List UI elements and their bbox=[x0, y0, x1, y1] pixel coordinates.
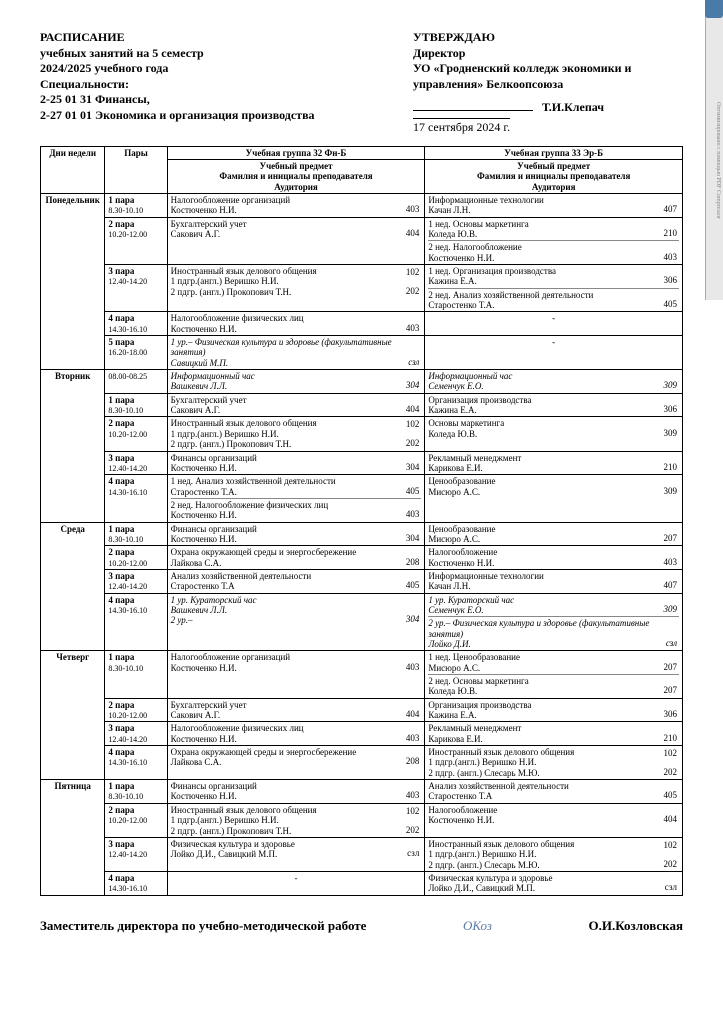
lesson: Бухгалтерский учетСакович А.Г.404 bbox=[167, 698, 425, 722]
lesson: 1 нед. Основы маркетингаКоледа Ю.В.210 2… bbox=[425, 217, 683, 264]
lesson: Налогообложение организацийКостюченко Н.… bbox=[167, 651, 425, 698]
lesson: Охрана окружающей среды и энергосбережен… bbox=[167, 746, 425, 780]
pair-cell: 4 пара14.30-16.10 bbox=[105, 312, 167, 336]
col-group1: Учебная группа 32 Фн-Б bbox=[167, 146, 425, 159]
lesson: НалогообложениеКостюченко Н.И.404 bbox=[425, 803, 683, 837]
pair-cell: 08.00-08.25 bbox=[105, 370, 167, 394]
lesson: 1 нед. ЦенообразованиеМисюро А.С.207 2 н… bbox=[425, 651, 683, 698]
header-line2: 2024/2025 учебного года bbox=[40, 61, 168, 75]
lesson: Рекламный менеджментКарикова Е.И.210 bbox=[425, 722, 683, 746]
col-subj1: Учебный предметФамилия и инициалы препод… bbox=[167, 159, 425, 193]
schedule-table: Дни недели Пары Учебная группа 32 Фн-Б У… bbox=[40, 146, 683, 896]
pair-cell: 3 пара12.40-14.20 bbox=[105, 451, 167, 475]
header: РАСПИСАНИЕ учебных занятий на 5 семестр … bbox=[40, 30, 683, 136]
day-thu: Четверг bbox=[41, 651, 105, 780]
lesson: Иностранный язык делового общения1 пдгр.… bbox=[167, 265, 425, 312]
lesson: ЦенообразованиеМисюро А.С.309 bbox=[425, 475, 683, 522]
day-fri: Пятница bbox=[41, 780, 105, 895]
lesson: Бухгалтерский учетСакович А.Г.404 bbox=[167, 217, 425, 264]
lesson: Иностранный язык делового общения1 пдгр.… bbox=[425, 837, 683, 871]
lesson: Организация производстваКажина Е.А.306 bbox=[425, 393, 683, 417]
pair-cell: 2 пара10.20-12.00 bbox=[105, 217, 167, 264]
lesson: Информационные технологииКачан Л.Н.407 bbox=[425, 193, 683, 217]
lesson: Налогообложение физических лицКостюченко… bbox=[167, 312, 425, 336]
lesson-empty: - bbox=[425, 312, 683, 336]
lesson: 1 ур. Кураторский часСеменчук Е.О.309 2 … bbox=[425, 593, 683, 651]
header-line4: 2-25 01 31 Финансы, bbox=[40, 92, 150, 106]
lesson: Анализ хозяйственной деятельностиСтарост… bbox=[167, 569, 425, 593]
lesson: Налогообложение организацийКостюченко Н.… bbox=[167, 193, 425, 217]
footer-name: О.И.Козловская bbox=[589, 918, 683, 934]
pair-cell: 2 пара10.20-12.00 bbox=[105, 803, 167, 837]
lesson: Финансы организацийКостюченко Н.И.304 bbox=[167, 451, 425, 475]
pair-cell: 2 пара10.20-12.00 bbox=[105, 698, 167, 722]
pair-cell: 4 пара14.30-16.10 bbox=[105, 593, 167, 651]
lesson: Финансы организацийКостюченко Н.И.403 bbox=[167, 780, 425, 804]
lesson: Финансы организацийКостюченко Н.И.304 bbox=[167, 522, 425, 546]
col-days: Дни недели bbox=[41, 146, 105, 193]
pair-cell: 1 пара8.30-10.10 bbox=[105, 522, 167, 546]
lesson: ЦенообразованиеМисюро А.С.207 bbox=[425, 522, 683, 546]
header-line3: Специальности: bbox=[40, 77, 129, 91]
pair-cell: 1 пара8.30-10.10 bbox=[105, 780, 167, 804]
pair-cell: 5 пара16.20-18.00 bbox=[105, 336, 167, 370]
side-watermark: Оптимизировано с помощью PDF Compressor bbox=[707, 30, 721, 290]
lesson: Бухгалтерский учетСакович А.Г.404 bbox=[167, 393, 425, 417]
lesson: Основы маркетингаКоледа Ю.В.309 bbox=[425, 417, 683, 451]
lesson: 1 ур.– Физическая культура и здоровье (ф… bbox=[167, 336, 425, 370]
pair-cell: 3 пара12.40-14.20 bbox=[105, 265, 167, 312]
side-blue-icon bbox=[705, 0, 723, 18]
footer: Заместитель директора по учебно-методиче… bbox=[40, 918, 683, 934]
pair-cell: 3 пара12.40-14.20 bbox=[105, 722, 167, 746]
pair-cell: 1 пара8.30-10.10 bbox=[105, 393, 167, 417]
lesson: Информационный часВашкевич Л.Л.304 bbox=[167, 370, 425, 394]
signature-line bbox=[413, 110, 533, 111]
lesson: 1 нед. Организация производстваКажина Е.… bbox=[425, 265, 683, 312]
org: УО «Гродненский колледж экономики и упра… bbox=[413, 61, 632, 91]
lesson: Информационные технологииКачан Л.Н.407 bbox=[425, 569, 683, 593]
lesson: Рекламный менеджментКарикова Е.И.210 bbox=[425, 451, 683, 475]
lesson: Иностранный язык делового общения1 пдгр.… bbox=[167, 417, 425, 451]
header-line5: 2-27 01 01 Экономика и организация произ… bbox=[40, 108, 315, 122]
pair-cell: 3 пара12.40-14.20 bbox=[105, 837, 167, 871]
lesson: Физическая культура и здоровьеЛойко Д.И.… bbox=[425, 871, 683, 895]
lesson: Налогообложение физических лицКостюченко… bbox=[167, 722, 425, 746]
col-subj2: Учебный предметФамилия и инициалы препод… bbox=[425, 159, 683, 193]
pair-cell: 1 пара8.30-10.10 bbox=[105, 651, 167, 698]
lesson: Охрана окружающей среды и энергосбережен… bbox=[167, 546, 425, 570]
approve-date: 17 сентября 2024 г. bbox=[413, 118, 510, 136]
approve: УТВЕРЖДАЮ bbox=[413, 30, 495, 44]
header-line1: учебных занятий на 5 семестр bbox=[40, 46, 204, 60]
lesson: 1 нед. Анализ хозяйственной деятельности… bbox=[167, 475, 425, 522]
pair-cell: 3 пара12.40-14.20 bbox=[105, 569, 167, 593]
pair-cell: 4 пара14.30-16.10 bbox=[105, 871, 167, 895]
col-group2: Учебная группа 33 Эр-Б bbox=[425, 146, 683, 159]
lesson: Информационный часСеменчук Е.О.309 bbox=[425, 370, 683, 394]
pair-cell: 4 пара14.30-16.10 bbox=[105, 475, 167, 522]
lesson: Иностранный язык делового общения1 пдгр.… bbox=[167, 803, 425, 837]
footer-signature: ОКоз bbox=[463, 918, 492, 934]
header-left: РАСПИСАНИЕ учебных занятий на 5 семестр … bbox=[40, 30, 394, 136]
day-wed: Среда bbox=[41, 522, 105, 651]
director: Директор bbox=[413, 46, 466, 60]
lesson: Физическая культура и здоровьеЛойко Д.И.… bbox=[167, 837, 425, 871]
lesson: НалогообложениеКостюченко Н.И.403 bbox=[425, 546, 683, 570]
lesson: Организация производстваКажина Е.А.306 bbox=[425, 698, 683, 722]
day-tue: Вторник bbox=[41, 370, 105, 522]
lesson: Анализ хозяйственной деятельностиСтарост… bbox=[425, 780, 683, 804]
pair-cell: 2 пара10.20-12.00 bbox=[105, 417, 167, 451]
pair-cell: 1 пара8.30-10.10 bbox=[105, 193, 167, 217]
signer: Т.И.Клепач bbox=[542, 100, 604, 114]
lesson-empty: - bbox=[425, 336, 683, 370]
header-right: УТВЕРЖДАЮ Директор УО «Гродненский колле… bbox=[413, 30, 683, 136]
lesson: 1 ур. Кураторский часВашкевич Л.Л.3042 у… bbox=[167, 593, 425, 651]
lesson-empty: - bbox=[167, 871, 425, 895]
pair-cell: 4 пара14.30-16.10 bbox=[105, 746, 167, 780]
pair-cell: 2 пара10.20-12.00 bbox=[105, 546, 167, 570]
footer-role: Заместитель директора по учебно-методиче… bbox=[40, 918, 366, 934]
day-mon: Понедельник bbox=[41, 193, 105, 369]
lesson: Иностранный язык делового общения1 пдгр.… bbox=[425, 746, 683, 780]
col-pairs: Пары bbox=[105, 146, 167, 193]
title: РАСПИСАНИЕ bbox=[40, 30, 125, 44]
